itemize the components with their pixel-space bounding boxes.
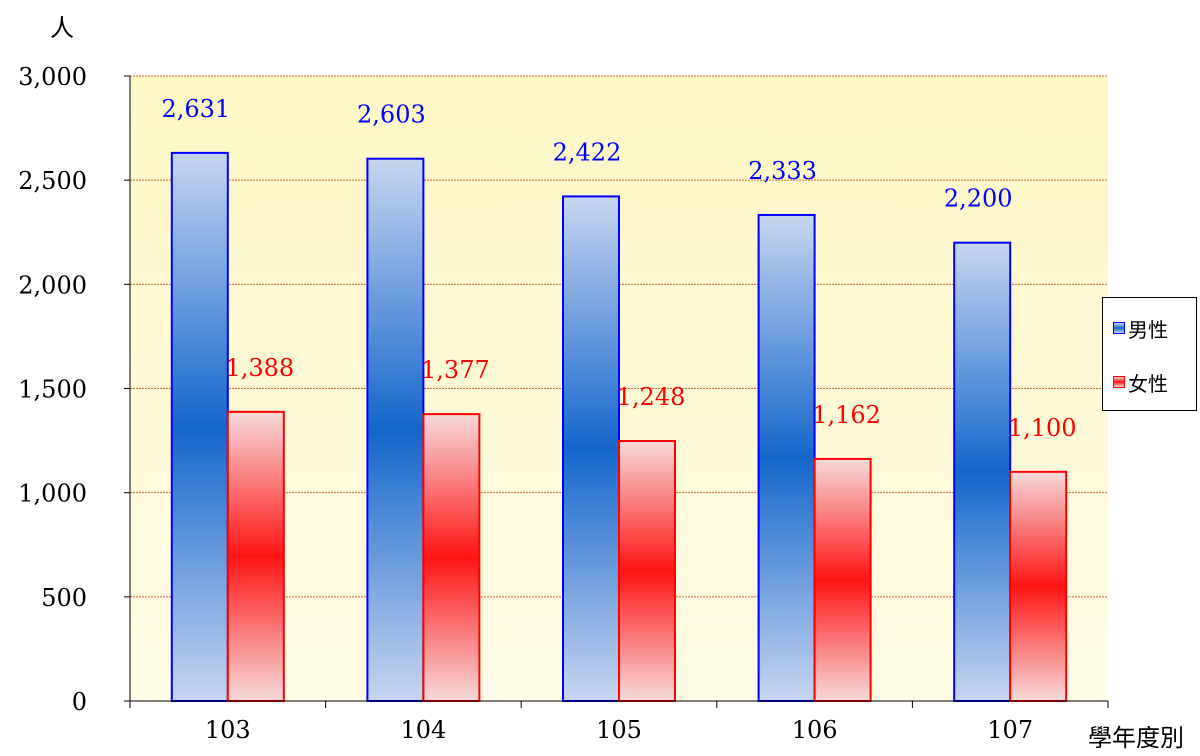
y-tick-label: 1,000 — [18, 480, 87, 508]
data-label-female: 1,388 — [225, 354, 294, 382]
data-label-male: 2,631 — [161, 95, 230, 123]
legend-item-female: 女性 — [1113, 370, 1168, 396]
legend-item-male: 男性 — [1113, 316, 1168, 342]
x-tick-label: 105 — [596, 716, 642, 744]
bar-female — [618, 440, 676, 702]
y-tick-label: 1,500 — [18, 376, 87, 404]
bar-female — [813, 457, 872, 702]
legend-label-female: 女性 — [1128, 371, 1168, 396]
x-axis-title: 學年度別 — [1088, 724, 1184, 752]
bars — [170, 151, 1068, 703]
data-label-male: 2,422 — [553, 138, 622, 166]
y-tick-label: 2,500 — [18, 167, 87, 195]
data-label-female: 1,162 — [812, 401, 881, 429]
legend: 男性 女性 — [1102, 297, 1197, 411]
bar-male — [953, 241, 1012, 703]
y-tick-label: 2,000 — [18, 271, 87, 299]
bar-female — [422, 413, 481, 702]
bar-female — [1009, 470, 1068, 703]
x-tick-label: 106 — [792, 716, 838, 744]
legend-swatch-female — [1113, 376, 1125, 388]
bar-female — [226, 410, 285, 702]
data-label-male: 2,200 — [944, 185, 1013, 213]
legend-swatch-male — [1113, 322, 1125, 334]
data-label-female: 1,377 — [421, 356, 490, 384]
bar-male — [562, 195, 620, 703]
legend-label-male: 男性 — [1128, 317, 1168, 342]
bar-male — [170, 151, 229, 702]
y-tick-label: 500 — [41, 584, 87, 612]
data-label-male: 2,603 — [357, 101, 426, 129]
y-tick-label: 3,000 — [18, 63, 87, 91]
x-tick-label: 107 — [987, 716, 1033, 744]
data-label-female: 1,248 — [617, 383, 686, 411]
x-tick-label: 103 — [205, 716, 251, 744]
y-axis-title: 人 — [50, 14, 74, 42]
data-label-male: 2,333 — [748, 157, 817, 185]
axes — [124, 75, 1109, 708]
labels: 0 500 1,000 1,500 2,000 2,500 3,000 103 2,631 1,3… — [18, 63, 1076, 744]
y-tick-label: 0 — [72, 688, 87, 716]
bar-male — [366, 157, 425, 703]
x-tick-label: 104 — [400, 716, 446, 744]
data-label-female: 1,100 — [1008, 414, 1077, 442]
bar-male — [757, 213, 816, 702]
